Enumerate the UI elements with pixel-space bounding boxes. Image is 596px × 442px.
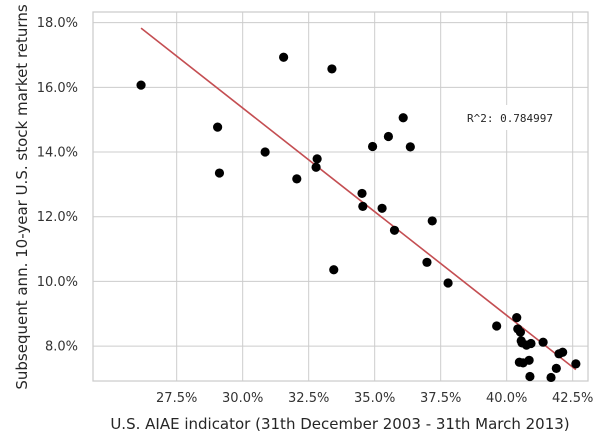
data-point [377, 203, 387, 213]
y-axis-label: Subsequent ann. 10-year U.S. stock marke… [13, 4, 31, 389]
y-tick-label: 16.0% [37, 81, 78, 96]
data-point [492, 321, 502, 331]
regression-line [140, 27, 577, 371]
annotation-text: R^2: 0.784997 [467, 112, 553, 125]
data-point [558, 347, 568, 357]
data-point [383, 131, 394, 142]
x-tick-label: 35.0% [354, 391, 395, 406]
data-point [213, 122, 223, 132]
fit-line-layer [140, 27, 577, 371]
data-point [214, 168, 225, 178]
data-point [311, 162, 321, 172]
data-point [367, 141, 378, 152]
annotation-box [452, 105, 568, 130]
data-point [422, 257, 432, 267]
data-point [551, 363, 561, 373]
data-point [329, 265, 339, 275]
data-point [357, 188, 367, 199]
data-point [389, 225, 400, 235]
y-tick-label: 10.0% [37, 275, 78, 290]
data-point [538, 337, 548, 347]
data-point [358, 201, 368, 211]
data-point [327, 64, 337, 74]
x-tick-label: 27.5% [156, 391, 197, 406]
data-point [525, 371, 535, 382]
y-tick-label: 18.0% [37, 16, 78, 31]
data-point [427, 216, 437, 226]
x-tick-label: 30.0% [222, 391, 263, 406]
data-point [515, 327, 526, 337]
y-tick-label: 14.0% [37, 146, 78, 161]
data-point [292, 174, 302, 184]
r-squared-annotation: R^2: 0.784997 [452, 105, 568, 130]
data-point [512, 313, 522, 323]
data-point [136, 80, 146, 90]
x-tick-labels: 27.5% 30.0% 32.5% 35.0% 37.5% 40.0% 42.5% [156, 391, 593, 406]
data-point [524, 355, 534, 365]
x-tick-label: 37.5% [420, 391, 461, 406]
data-point [571, 359, 581, 369]
x-tick-label: 40.0% [486, 391, 527, 406]
gridlines [93, 12, 588, 381]
data-point [312, 154, 322, 164]
data-points [136, 52, 581, 383]
y-tick-label: 12.0% [37, 210, 78, 225]
y-tick-label: 8.0% [45, 340, 78, 355]
x-axis-label: U.S. AIAE indicator (31th December 2003 … [110, 415, 569, 433]
y-tick-labels: 8.0% 10.0% 12.0% 14.0% 16.0% 18.0% [37, 16, 78, 354]
data-point [398, 113, 408, 123]
plot-frame [92, 11, 589, 382]
x-tick-label: 42.5% [552, 391, 593, 406]
data-point [526, 338, 536, 349]
data-point [260, 147, 270, 157]
data-point [546, 372, 556, 383]
data-point [405, 142, 415, 152]
data-point [279, 52, 289, 62]
x-tick-label: 32.5% [288, 391, 329, 406]
data-point [443, 278, 453, 288]
